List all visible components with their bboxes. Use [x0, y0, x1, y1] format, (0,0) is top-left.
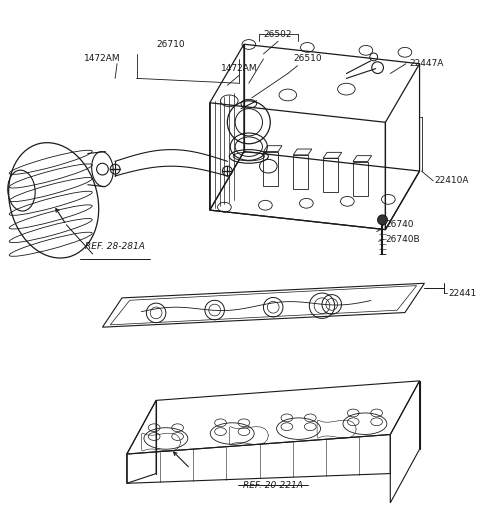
- Circle shape: [378, 215, 387, 225]
- Text: 26710: 26710: [156, 40, 185, 49]
- Text: 26740B: 26740B: [385, 235, 420, 244]
- Text: 22410A: 22410A: [434, 176, 468, 185]
- Text: 22447A: 22447A: [410, 59, 444, 68]
- Text: 1472AM: 1472AM: [84, 54, 121, 63]
- Text: 26502: 26502: [264, 30, 292, 39]
- Text: 26510: 26510: [293, 54, 322, 63]
- Text: REF. 28-281A: REF. 28-281A: [85, 242, 145, 251]
- Text: 22441: 22441: [449, 289, 477, 298]
- Text: 1472AM: 1472AM: [221, 64, 257, 73]
- Text: REF. 20-221A: REF. 20-221A: [243, 482, 303, 490]
- Text: 26740: 26740: [385, 220, 414, 229]
